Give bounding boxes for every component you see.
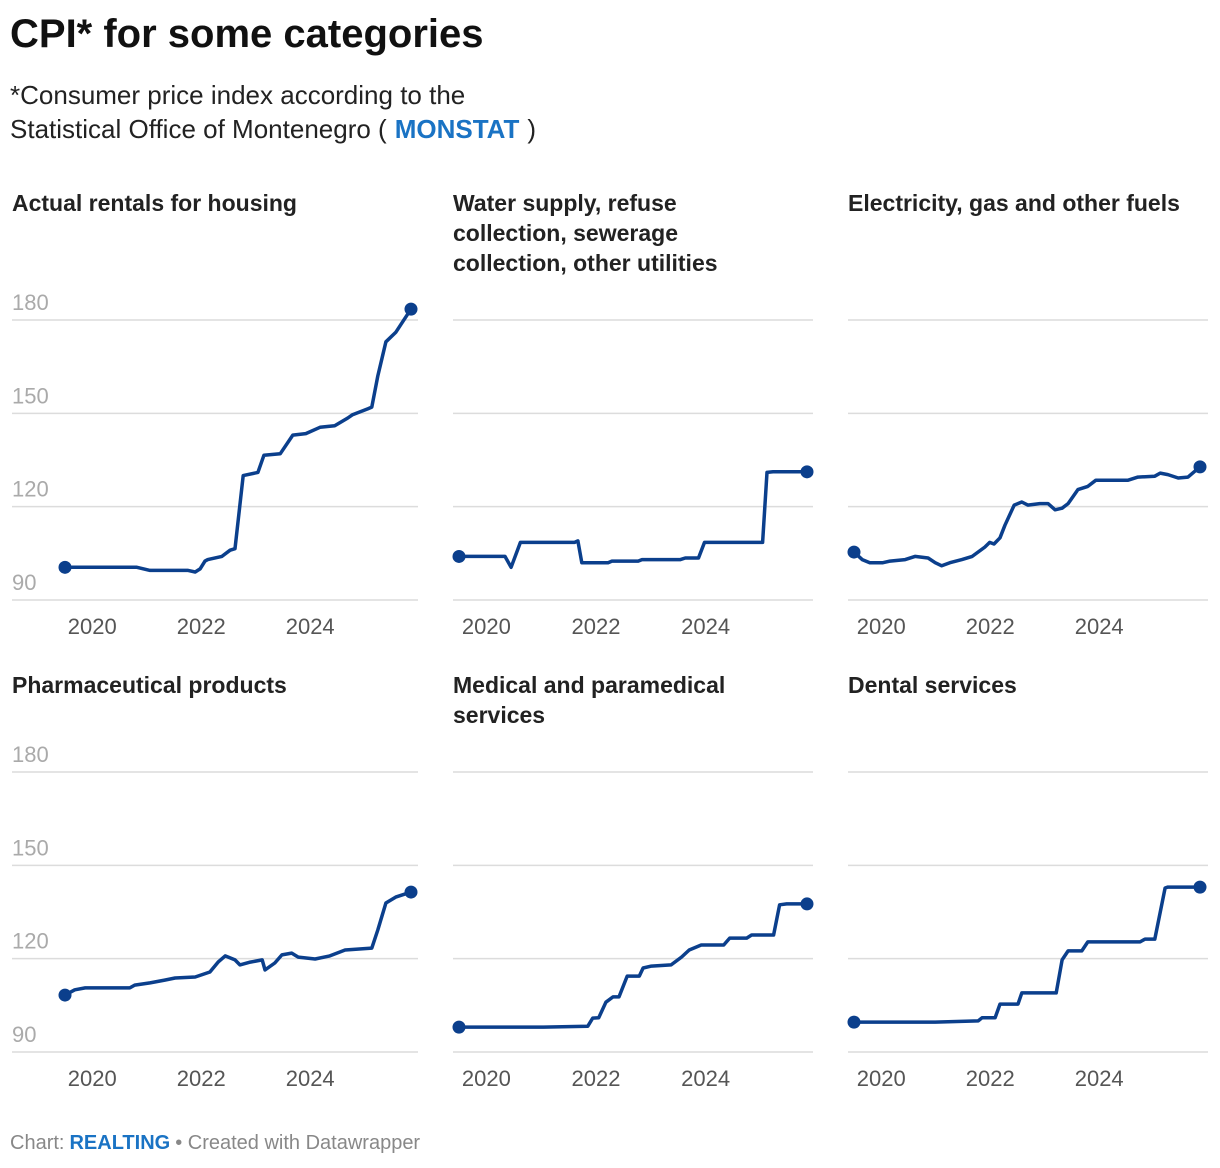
- x-tick-label: 2024: [286, 1066, 335, 1091]
- footer-link[interactable]: REALTING: [69, 1132, 171, 1154]
- panel-title: Dental services: [848, 672, 1017, 698]
- end-point: [58, 560, 72, 574]
- x-tick-label: 2024: [1075, 1066, 1124, 1091]
- y-tick-label: 120: [12, 477, 49, 502]
- series-line: [459, 902, 807, 1029]
- panel-title: Water supply, refuse collection, sewerag…: [453, 190, 718, 276]
- x-tick-label: 2024: [681, 1066, 730, 1091]
- x-tick-label: 2022: [177, 1066, 226, 1091]
- series-line: [852, 465, 1202, 568]
- footer-text: • Created with Datawrapper: [175, 1132, 421, 1154]
- subtitle: *Consumer price index according to the: [10, 80, 466, 110]
- panel-title: Electricity, gas and other fuels: [848, 190, 1180, 216]
- x-tick-label: 2022: [966, 1066, 1015, 1091]
- subtitle-text: ): [527, 114, 537, 144]
- x-tick-label: 2024: [286, 614, 335, 639]
- x-tick-label: 2022: [177, 614, 226, 639]
- x-tick-label: 2020: [68, 614, 117, 639]
- end-point: [800, 465, 814, 479]
- series-line: [854, 885, 1200, 1024]
- series-line: [64, 890, 412, 997]
- subtitle-text: Statistical Office of Montenegro (: [10, 114, 387, 144]
- y-tick-label: 90: [12, 570, 36, 595]
- footer-text: Chart:: [10, 1132, 65, 1154]
- y-tick-label: 150: [12, 835, 49, 860]
- x-tick-label: 2022: [966, 614, 1015, 639]
- series-line: [65, 308, 413, 574]
- end-point: [1193, 880, 1207, 894]
- end-point: [800, 897, 814, 911]
- footer: Chart: REALTING • Created with Datawrapper: [10, 1132, 420, 1155]
- end-point: [847, 545, 861, 559]
- x-tick-label: 2020: [857, 614, 906, 639]
- x-tick-label: 2020: [462, 1066, 511, 1091]
- series-line: [459, 470, 807, 570]
- subtitle: Statistical Office of Montenegro (MONSTA…: [10, 114, 536, 145]
- x-tick-label: 2022: [572, 614, 621, 639]
- title: CPI* for some categories: [10, 12, 484, 56]
- panel-title: Pharmaceutical products: [12, 672, 287, 698]
- end-point: [452, 1020, 466, 1034]
- x-tick-label: 2024: [1075, 614, 1124, 639]
- panel-title: Actual rentals for housing: [12, 190, 297, 216]
- panel-title: Medical and paramedical services: [453, 672, 726, 728]
- x-tick-label: 2020: [462, 614, 511, 639]
- y-tick-label: 180: [12, 742, 49, 767]
- y-tick-label: 150: [12, 383, 49, 408]
- end-point: [58, 988, 72, 1002]
- x-tick-label: 2020: [857, 1066, 906, 1091]
- source-link[interactable]: MONSTAT: [394, 114, 520, 144]
- x-tick-label: 2020: [68, 1066, 117, 1091]
- end-point: [1193, 460, 1207, 474]
- y-tick-label: 90: [12, 1022, 36, 1047]
- end-point: [404, 885, 418, 899]
- x-tick-label: 2024: [681, 614, 730, 639]
- end-point: [452, 549, 466, 563]
- y-tick-label: 120: [12, 929, 49, 954]
- y-tick-label: 180: [12, 290, 49, 315]
- end-point: [404, 302, 418, 316]
- x-tick-label: 2022: [572, 1066, 621, 1091]
- end-point: [847, 1015, 861, 1029]
